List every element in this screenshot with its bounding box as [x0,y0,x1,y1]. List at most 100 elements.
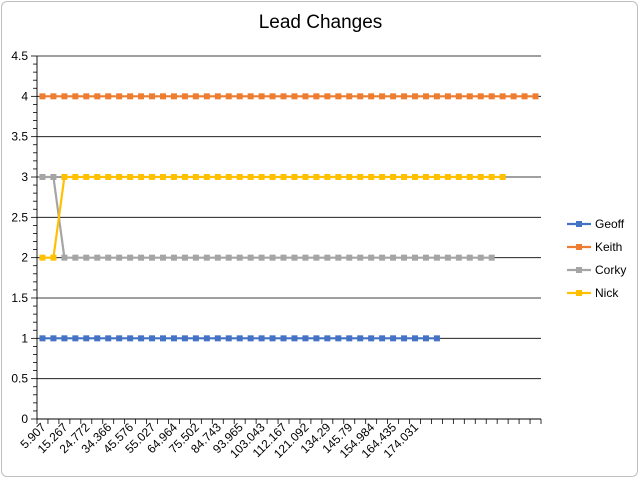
data-point [280,335,287,342]
series-lines [39,93,539,342]
data-point [379,254,386,261]
data-point [94,335,101,342]
data-point [39,93,46,100]
data-point [324,254,331,261]
data-point [291,254,298,261]
data-point [357,174,364,180]
legend-label: Nick [595,286,619,300]
data-point [192,335,199,342]
data-point [412,254,418,261]
y-tick-label: 1.5 [11,291,28,305]
data-point [335,335,342,342]
data-point [116,93,123,100]
legend-item-geoff: Geoff [567,217,625,231]
data-point [280,93,287,100]
legend-item-corky: Corky [567,263,626,277]
data-point [499,93,506,100]
data-point [160,174,166,180]
y-tick-label: 2.5 [11,210,28,224]
data-point [181,93,188,100]
legend-marker [576,221,582,227]
data-point [379,335,386,342]
data-point [313,93,320,100]
data-point [390,174,397,180]
data-point [488,174,495,180]
data-point [170,335,177,342]
data-point [181,174,188,180]
data-point [83,93,90,100]
data-point [192,174,199,180]
data-point [269,93,276,100]
data-point [422,93,429,100]
data-point [433,174,440,180]
data-point [324,93,331,100]
data-point [346,174,353,180]
data-point [236,335,243,342]
series-keith [39,93,539,100]
data-point [160,254,166,261]
data-point [269,254,276,261]
data-point [269,335,276,342]
data-point [61,254,68,261]
data-point [390,254,397,261]
data-point [149,174,156,180]
data-point [149,254,156,261]
data-point [50,174,57,180]
data-point [127,254,134,261]
data-point [488,93,495,100]
data-point [488,254,495,261]
data-point [83,335,90,342]
data-point [181,254,188,261]
data-point [466,93,473,100]
data-point [214,174,221,180]
data-point [72,93,79,100]
data-point [138,254,145,261]
data-point [116,335,123,342]
data-point [379,174,386,180]
data-point [258,335,265,342]
series-nick [39,174,506,261]
data-point [72,174,79,180]
data-point [280,254,287,261]
data-point [138,335,145,342]
data-point [510,93,517,100]
y-tick-label: 4.5 [11,49,28,63]
legend: Geoff Keith Corky Nick [567,217,626,300]
data-point [346,254,353,261]
data-point [214,93,221,100]
data-point [313,174,320,180]
data-point [203,174,210,180]
data-point [433,254,440,261]
data-point [105,93,112,100]
data-point [160,335,166,342]
y-tick-label: 3.5 [11,130,28,144]
data-point [401,254,408,261]
data-point [313,254,320,261]
data-point [247,93,254,100]
data-point [335,93,342,100]
legend-marker [576,290,582,296]
data-point [346,93,353,100]
data-point [225,335,232,342]
data-point [291,174,298,180]
data-point [390,335,397,342]
data-point [444,254,451,261]
legend-item-keith: Keith [567,240,622,254]
data-point [50,335,57,342]
data-point [127,93,134,100]
data-point [225,174,232,180]
data-point [422,335,429,342]
legend-label: Geoff [595,217,625,231]
data-point [236,174,243,180]
data-point [357,254,364,261]
data-point [455,174,462,180]
data-point [368,93,375,100]
data-point [477,254,484,261]
legend-marker [576,267,582,273]
data-point [444,174,451,180]
data-point [302,174,309,180]
data-point [236,254,243,261]
data-point [302,93,309,100]
data-point [203,335,210,342]
